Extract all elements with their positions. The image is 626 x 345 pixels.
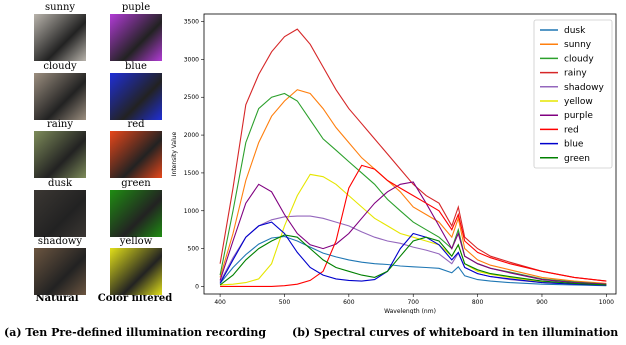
- legend-entry-sunny: sunny: [564, 40, 592, 50]
- filtered-image-red: [110, 131, 162, 178]
- natural-label-dusk: dusk: [47, 178, 73, 189]
- natural-label-cloudy: cloudy: [43, 61, 77, 72]
- caption-b: (b) Spectral curves of whiteboard in ten…: [292, 326, 619, 339]
- filtered-image-blue: [110, 73, 162, 120]
- caption-a: (a) Ten Pre-defined illumination recordi…: [4, 326, 267, 339]
- x-tick-label: 700: [407, 299, 419, 306]
- series-line-red: [220, 164, 607, 287]
- x-tick-label: 500: [279, 299, 291, 306]
- filtered-image-green: [110, 190, 162, 237]
- natural-label-shadowy: shadowy: [37, 236, 83, 247]
- series-line-green: [219, 234, 607, 286]
- natural-image-dusk: [34, 190, 86, 237]
- y-tick-label: 3500: [184, 19, 199, 26]
- legend-entry-green: green: [564, 154, 590, 164]
- x-tick-label: 800: [472, 299, 484, 306]
- filtered-label-yellow: yellow: [119, 236, 153, 247]
- series-line-yellow: [220, 173, 607, 286]
- x-tick-label: 1000: [599, 299, 614, 306]
- legend-entry-cloudy: cloudy: [564, 54, 594, 64]
- series-line-rainy: [219, 28, 607, 282]
- natural-image-rainy: [34, 131, 86, 178]
- y-tick-label: 2000: [184, 132, 199, 139]
- legend-entry-red: red: [564, 125, 579, 135]
- natural-column-title: Natural: [35, 293, 79, 304]
- filtered-label-red: red: [127, 119, 145, 130]
- y-tick-label: 0: [195, 283, 199, 290]
- filtered-label-green: green: [121, 178, 151, 189]
- series-line-blue: [219, 221, 607, 286]
- y-tick-label: 1000: [184, 208, 199, 215]
- plot-frame: [203, 13, 617, 295]
- filtered-image-puple: [110, 14, 162, 61]
- series-line-dusk: [219, 235, 607, 287]
- x-tick-label: 400: [214, 299, 226, 306]
- filtered-label-blue: blue: [125, 61, 147, 72]
- legend-entry-shadowy: shadowy: [564, 83, 604, 93]
- filtered-label-puple: puple: [121, 2, 151, 13]
- x-axis-label: Wavelength (nm): [384, 308, 436, 314]
- legend-entry-purple: purple: [564, 111, 593, 121]
- natural-label-sunny: sunny: [44, 2, 76, 13]
- y-tick-label: 3000: [184, 56, 199, 63]
- legend-entry-yellow: yellow: [564, 97, 593, 107]
- legend-entry-dusk: dusk: [564, 26, 586, 36]
- natural-image-sunny: [34, 14, 86, 61]
- filtered-image-yellow: [110, 248, 162, 295]
- x-tick-label: 600: [343, 299, 355, 306]
- spectral-chart: 400 500 600 700 800 900 1000 0 500 1000 1500 2000 25…: [171, 13, 617, 314]
- y-tick-label: 1500: [184, 170, 199, 177]
- y-tick-label: 500: [188, 246, 200, 253]
- series-line-purple: [219, 181, 607, 285]
- legend-entry-blue: blue: [564, 140, 584, 150]
- natural-image-cloudy: [34, 73, 86, 120]
- natural-image-shadowy: [34, 248, 86, 295]
- legend-box: [533, 19, 613, 169]
- x-tick-label: 900: [536, 299, 548, 306]
- y-tick-label: 2500: [184, 94, 199, 101]
- y-axis-label: Intensity Value: [171, 131, 178, 176]
- series-line-shadowy: [219, 215, 607, 286]
- legend-entry-rainy: rainy: [564, 69, 587, 79]
- natural-label-rainy: rainy: [46, 119, 74, 130]
- filtered-column-title: Color filtered: [97, 293, 173, 304]
